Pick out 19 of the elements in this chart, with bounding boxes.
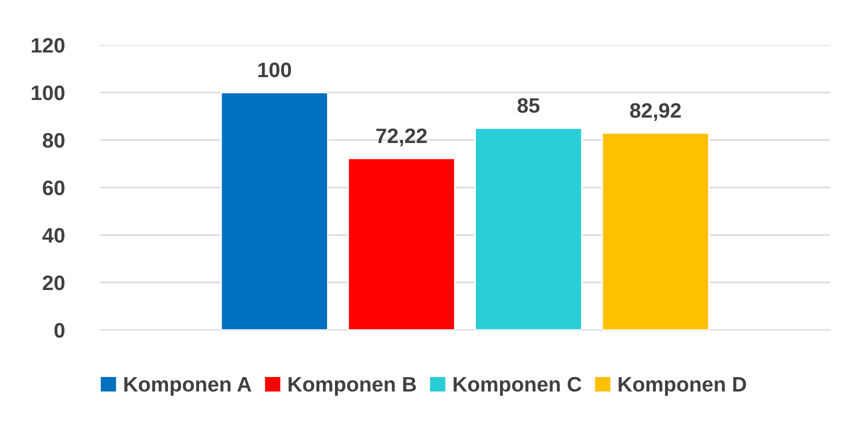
- y-tick-label: 100: [32, 86, 64, 100]
- legend-label: Komponen C: [454, 376, 582, 396]
- data-label: 85: [518, 98, 540, 113]
- y-tick-label: 120: [32, 38, 64, 53]
- y-tick-label: 60: [42, 180, 64, 196]
- bar: [220, 92, 328, 330]
- data-label: 100: [258, 62, 291, 78]
- y-tick-label: 80: [42, 133, 64, 148]
- data-label: 72,22: [376, 128, 427, 146]
- y-tick-label: 0: [54, 323, 64, 338]
- bar: [348, 158, 456, 330]
- y-tick-label: 40: [42, 228, 64, 243]
- data-label: 82,92: [630, 103, 681, 121]
- y-tick-label: 20: [42, 276, 64, 290]
- legend-label: Komponen A: [124, 377, 252, 396]
- legend-label: Komponen D: [618, 377, 746, 396]
- legend-label: Komponen B: [288, 377, 416, 396]
- bar: [602, 132, 710, 330]
- bar: [474, 127, 582, 330]
